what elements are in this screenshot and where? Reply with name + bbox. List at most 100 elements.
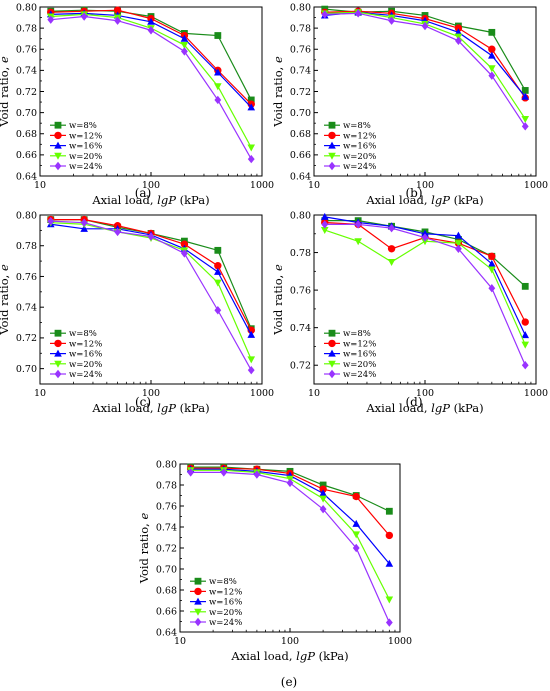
y-axis-label: Void ratio, e — [0, 264, 11, 336]
data-point — [214, 267, 222, 275]
data-point — [354, 220, 362, 229]
data-point — [247, 144, 256, 152]
data-point — [521, 87, 529, 94]
chart-panel-3: 0.72 0.74 0.76 0.78 0.80 10 100 1000 Axial load,… — [271, 210, 548, 415]
data-point — [214, 306, 222, 315]
data-point — [388, 223, 395, 233]
data-point — [319, 504, 327, 514]
y-tick-label: 0.80 — [16, 2, 37, 13]
y-tick-label: 0.80 — [156, 459, 177, 470]
data-point — [488, 259, 496, 267]
data-point — [253, 470, 261, 479]
data-point — [286, 478, 294, 488]
legend-marker — [328, 360, 336, 368]
legend-entry: w=20% — [343, 152, 376, 162]
y-tick-label: 0.68 — [290, 129, 311, 140]
series-2 — [46, 9, 256, 111]
data-point — [247, 103, 256, 111]
legend-entry: w=24% — [209, 618, 242, 628]
y-axis-label: Void ratio, e — [271, 264, 285, 336]
panel-label: (d) — [405, 395, 422, 409]
data-point — [354, 9, 362, 18]
legend-marker — [54, 339, 62, 348]
data-point — [521, 331, 530, 339]
data-point — [214, 262, 222, 270]
y-tick-label: 0.74 — [156, 522, 177, 533]
data-point — [387, 245, 396, 253]
legend-marker — [194, 617, 202, 627]
x-tick-label: 10 — [174, 636, 186, 647]
legend-marker — [194, 587, 202, 596]
y-tick-label: 0.78 — [290, 23, 311, 34]
series-2 — [320, 212, 530, 339]
x-axis-label: Axial load, lgP (kPa) — [230, 649, 348, 663]
legend-entry: w=12% — [69, 339, 102, 349]
x-tick-label: 1000 — [524, 180, 548, 191]
legend-entry: w=8% — [209, 577, 237, 587]
data-point — [319, 489, 327, 497]
legend: w=8%w=12%w=16%w=20%w=24% — [50, 121, 102, 172]
data-point — [214, 246, 222, 254]
panel-label: (c) — [135, 395, 151, 409]
legend: w=8%w=12%w=16%w=20%w=24% — [324, 329, 376, 380]
data-point — [385, 618, 393, 627]
data-point — [521, 361, 529, 370]
data-point — [320, 227, 329, 235]
data-point — [388, 16, 395, 25]
x-tick-label: 100 — [281, 636, 299, 647]
legend-entry: w=8% — [69, 329, 97, 339]
data-point — [455, 36, 462, 45]
legend-entry: w=24% — [343, 370, 376, 380]
x-tick-label: 100 — [142, 388, 160, 399]
data-point — [521, 92, 530, 100]
data-point — [47, 216, 55, 226]
data-point — [214, 279, 222, 287]
data-point — [387, 258, 396, 266]
panel-label: (e) — [281, 675, 297, 689]
data-point — [80, 12, 88, 21]
y-tick-label: 0.72 — [16, 87, 37, 98]
data-point — [319, 485, 327, 493]
panel-label: (b) — [405, 186, 422, 200]
y-tick-label: 0.74 — [290, 323, 311, 334]
series-line — [324, 229, 526, 345]
data-point — [454, 240, 463, 248]
chart-panel-4: 0.64 0.66 0.68 0.70 0.72 0.74 0.76 0.78 0.80 10 10… — [137, 459, 412, 689]
data-point — [352, 492, 360, 501]
data-point — [488, 266, 496, 274]
data-point — [521, 282, 529, 290]
data-point — [385, 596, 394, 604]
data-point — [80, 218, 88, 227]
data-point — [488, 51, 496, 59]
chart-panel-1: 0.64 0.66 0.68 0.70 0.72 0.74 0.76 0.78 0.80 10 10… — [271, 2, 548, 207]
y-tick-label: 0.70 — [16, 364, 37, 375]
data-point — [214, 95, 222, 105]
legend-marker — [328, 349, 336, 357]
legend-marker — [328, 121, 336, 129]
data-point — [352, 519, 361, 527]
legend-marker — [328, 141, 336, 149]
legend-entry: w=8% — [343, 121, 371, 131]
legend-entry: w=20% — [69, 152, 102, 162]
y-tick-label: 0.78 — [16, 241, 37, 252]
x-tick-label: 10 — [34, 388, 46, 399]
y-tick-label: 0.70 — [16, 108, 37, 119]
y-tick-label: 0.80 — [290, 2, 311, 13]
data-point — [214, 83, 222, 91]
legend-marker — [194, 608, 202, 616]
x-tick-label: 1000 — [250, 388, 274, 399]
x-tick-label: 100 — [142, 180, 160, 191]
data-point — [521, 122, 529, 131]
legend-entry: w=8% — [343, 329, 371, 339]
y-tick-label: 0.64 — [156, 627, 177, 638]
x-axis-label: Axial load, lgP (kPa) — [91, 193, 209, 207]
series-4 — [47, 12, 255, 164]
data-point — [220, 468, 228, 477]
legend-marker — [328, 369, 336, 379]
y-tick-label: 0.70 — [290, 108, 311, 119]
legend-entry: w=20% — [209, 608, 242, 618]
data-point — [114, 227, 121, 237]
y-tick-label: 0.72 — [16, 333, 37, 344]
legend-marker — [328, 152, 336, 160]
legend-marker — [194, 597, 202, 605]
